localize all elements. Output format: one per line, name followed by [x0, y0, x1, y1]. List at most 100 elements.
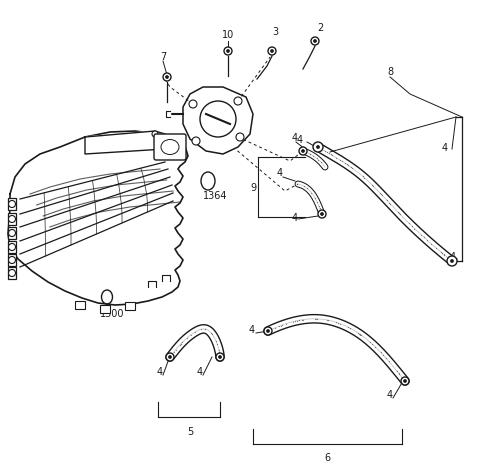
- Point: [328, 152, 336, 159]
- Point: [395, 209, 403, 217]
- Text: 5: 5: [187, 426, 193, 436]
- Point: [396, 211, 404, 218]
- Text: 4: 4: [387, 389, 393, 399]
- Circle shape: [401, 377, 409, 385]
- Point: [336, 320, 344, 328]
- Point: [348, 165, 356, 173]
- Polygon shape: [183, 88, 253, 155]
- Circle shape: [321, 213, 324, 216]
- Point: [396, 211, 404, 219]
- Point: [393, 367, 401, 375]
- Circle shape: [227, 50, 229, 53]
- Point: [420, 234, 428, 241]
- Circle shape: [166, 76, 168, 79]
- Point: [303, 185, 311, 192]
- Point: [376, 189, 384, 197]
- Point: [312, 195, 319, 203]
- Point: [176, 341, 184, 349]
- Point: [177, 340, 185, 347]
- Point: [313, 316, 321, 323]
- Circle shape: [168, 356, 171, 359]
- Polygon shape: [100, 306, 110, 313]
- Point: [291, 317, 299, 325]
- Point: [341, 160, 348, 168]
- Point: [177, 340, 185, 347]
- Point: [393, 368, 401, 376]
- Polygon shape: [8, 132, 188, 306]
- Point: [202, 326, 209, 333]
- Point: [379, 351, 387, 359]
- Text: 4: 4: [277, 168, 283, 178]
- Text: 2: 2: [317, 23, 323, 33]
- Point: [355, 330, 362, 337]
- Point: [208, 331, 216, 338]
- Point: [312, 315, 319, 323]
- Point: [411, 225, 419, 233]
- Text: 4: 4: [157, 366, 163, 376]
- Circle shape: [236, 134, 244, 142]
- Point: [179, 338, 186, 346]
- Polygon shape: [75, 301, 85, 309]
- Point: [355, 330, 363, 338]
- Point: [440, 251, 448, 259]
- Text: 7: 7: [160, 52, 166, 62]
- Point: [377, 190, 384, 198]
- Polygon shape: [8, 241, 16, 253]
- Text: 4: 4: [450, 251, 456, 261]
- Point: [357, 331, 364, 338]
- Point: [405, 220, 413, 228]
- Point: [395, 210, 403, 218]
- Point: [347, 164, 355, 171]
- Point: [272, 324, 279, 332]
- Point: [303, 185, 311, 192]
- Point: [324, 149, 331, 157]
- Circle shape: [404, 380, 407, 383]
- Text: 1364: 1364: [203, 190, 227, 200]
- Point: [369, 340, 376, 348]
- Point: [215, 347, 223, 354]
- Point: [213, 340, 221, 348]
- Circle shape: [218, 356, 221, 359]
- Text: 10: 10: [222, 30, 234, 40]
- Point: [345, 162, 352, 170]
- Point: [312, 195, 319, 203]
- Point: [295, 317, 303, 325]
- Point: [278, 322, 286, 329]
- Circle shape: [9, 201, 15, 208]
- Point: [298, 317, 305, 324]
- Point: [417, 231, 425, 239]
- Point: [283, 320, 290, 327]
- Point: [308, 189, 315, 197]
- Circle shape: [299, 148, 307, 156]
- Circle shape: [271, 50, 274, 53]
- Point: [383, 197, 391, 205]
- Point: [369, 182, 377, 190]
- Point: [306, 151, 314, 159]
- Text: 1: 1: [158, 143, 164, 153]
- Point: [379, 192, 386, 200]
- Point: [310, 153, 317, 160]
- Circle shape: [313, 143, 323, 153]
- Point: [368, 181, 376, 189]
- Point: [338, 159, 346, 166]
- Point: [187, 331, 195, 339]
- Point: [277, 322, 285, 330]
- Point: [408, 222, 416, 230]
- Point: [357, 331, 365, 339]
- Point: [359, 173, 367, 181]
- Circle shape: [163, 74, 171, 82]
- Point: [327, 151, 335, 159]
- Point: [360, 175, 368, 182]
- Text: 3: 3: [272, 27, 278, 37]
- Point: [371, 343, 379, 351]
- Circle shape: [447, 257, 457, 267]
- Circle shape: [316, 146, 320, 149]
- Point: [306, 151, 314, 159]
- Point: [427, 240, 435, 248]
- Point: [293, 317, 301, 325]
- Point: [333, 155, 340, 162]
- Point: [366, 338, 373, 346]
- Circle shape: [189, 101, 197, 109]
- Point: [344, 162, 352, 170]
- Text: 1300: 1300: [100, 308, 124, 318]
